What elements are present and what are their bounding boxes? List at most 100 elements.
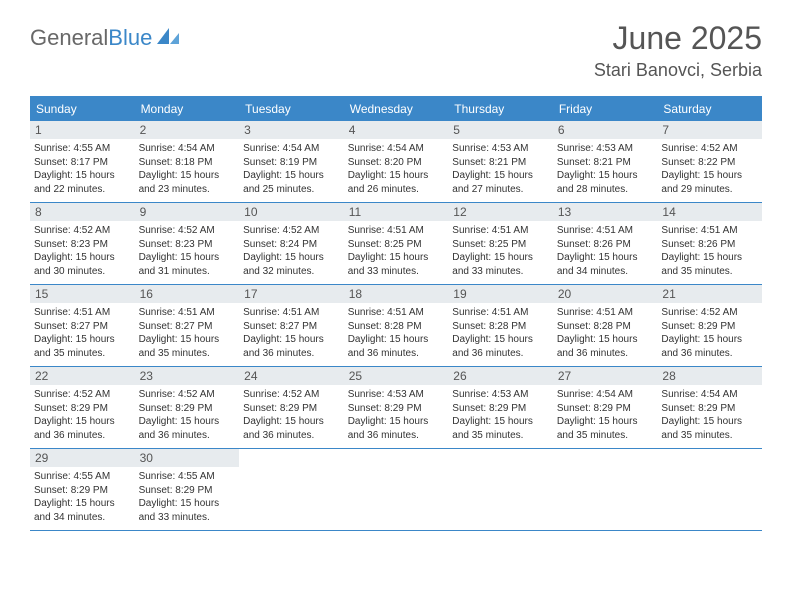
sunset-line: Sunset: 8:19 PM <box>243 156 340 170</box>
sunset-line: Sunset: 8:23 PM <box>139 238 236 252</box>
day-number: 12 <box>448 203 553 221</box>
sunrise-line: Sunrise: 4:51 AM <box>243 306 340 320</box>
daylight-line-1: Daylight: 15 hours <box>452 333 549 347</box>
daylight-line-2: and 23 minutes. <box>139 183 236 197</box>
sunrise-line: Sunrise: 4:54 AM <box>557 388 654 402</box>
calendar-day-cell: 22Sunrise: 4:52 AMSunset: 8:29 PMDayligh… <box>30 367 135 448</box>
calendar-day-cell: 7Sunrise: 4:52 AMSunset: 8:22 PMDaylight… <box>657 121 762 202</box>
daylight-line-1: Daylight: 15 hours <box>348 251 445 265</box>
sunrise-line: Sunrise: 4:51 AM <box>661 224 758 238</box>
sunrise-line: Sunrise: 4:52 AM <box>243 224 340 238</box>
weekday-header: Friday <box>553 98 658 120</box>
sunrise-line: Sunrise: 4:51 AM <box>557 224 654 238</box>
day-number: 26 <box>448 367 553 385</box>
sunrise-line: Sunrise: 4:51 AM <box>34 306 131 320</box>
daylight-line-2: and 36 minutes. <box>348 347 445 361</box>
calendar-week-row: 29Sunrise: 4:55 AMSunset: 8:29 PMDayligh… <box>30 448 762 530</box>
sunset-line: Sunset: 8:28 PM <box>557 320 654 334</box>
calendar-day-cell: 20 Sunrise: 4:51 AMSunset: 8:28 PMDayligh… <box>553 285 658 366</box>
sunset-line: Sunset: 8:18 PM <box>139 156 236 170</box>
sunset-line: Sunset: 8:29 PM <box>243 402 340 416</box>
sunset-line: Sunset: 8:26 PM <box>557 238 654 252</box>
calendar-day-cell <box>657 449 762 530</box>
page-title: June 2025 <box>594 20 762 57</box>
day-number: 24 <box>239 367 344 385</box>
sunset-line: Sunset: 8:29 PM <box>348 402 445 416</box>
day-number: 28 <box>657 367 762 385</box>
daylight-line-1: Daylight: 15 hours <box>557 251 654 265</box>
calendar-day-cell <box>344 449 449 530</box>
calendar-day-cell: 13Sunrise: 4:51 AMSunset: 8:26 PMDayligh… <box>553 203 658 284</box>
sunrise-line: Sunrise: 4:54 AM <box>243 142 340 156</box>
location-subtitle: Stari Banovci, Serbia <box>594 60 762 81</box>
day-number: 10 <box>239 203 344 221</box>
daylight-line-2: and 33 minutes. <box>139 511 236 525</box>
sunrise-line: Sunrise: 4:55 AM <box>34 470 131 484</box>
day-number: 30 <box>135 449 240 467</box>
day-number: 23 <box>135 367 240 385</box>
daylight-line-1: Daylight: 15 hours <box>139 169 236 183</box>
sunset-line: Sunset: 8:21 PM <box>557 156 654 170</box>
weeks-container: 1Sunrise: 4:55 AMSunset: 8:17 PMDaylight… <box>30 120 762 530</box>
sunset-line: Sunset: 8:29 PM <box>139 484 236 498</box>
daylight-line-2: and 36 minutes. <box>139 429 236 443</box>
daylight-line-2: and 35 minutes. <box>557 429 654 443</box>
title-block: June 2025 Stari Banovci, Serbia <box>594 20 762 81</box>
daylight-line-1: Daylight: 15 hours <box>557 415 654 429</box>
daylight-line-2: and 25 minutes. <box>243 183 340 197</box>
daylight-line-2: and 30 minutes. <box>34 265 131 279</box>
daylight-line-1: Daylight: 15 hours <box>348 415 445 429</box>
sunset-line: Sunset: 8:28 PM <box>452 320 549 334</box>
daylight-line-2: and 36 minutes. <box>34 429 131 443</box>
sunrise-line: Sunrise: 4:52 AM <box>139 224 236 238</box>
day-number: 5 <box>448 121 553 139</box>
day-number: 20 <box>553 285 658 303</box>
calendar-day-cell: 4Sunrise: 4:54 AMSunset: 8:20 PMDaylight… <box>344 121 449 202</box>
sunset-line: Sunset: 8:29 PM <box>557 402 654 416</box>
sunset-line: Sunset: 8:29 PM <box>452 402 549 416</box>
calendar-day-cell: 1Sunrise: 4:55 AMSunset: 8:17 PMDaylight… <box>30 121 135 202</box>
sunset-line: Sunset: 8:29 PM <box>661 402 758 416</box>
calendar-day-cell: 6Sunrise: 4:53 AMSunset: 8:21 PMDaylight… <box>553 121 658 202</box>
day-number: 25 <box>344 367 449 385</box>
calendar-day-cell: 10Sunrise: 4:52 AMSunset: 8:24 PMDayligh… <box>239 203 344 284</box>
daylight-line-2: and 26 minutes. <box>348 183 445 197</box>
sunrise-line: Sunrise: 4:53 AM <box>452 142 549 156</box>
logo-text-blue: Blue <box>108 25 152 51</box>
weekday-header: Sunday <box>30 98 135 120</box>
weekday-header: Monday <box>135 98 240 120</box>
sunrise-line: Sunrise: 4:54 AM <box>348 142 445 156</box>
daylight-line-2: and 36 minutes. <box>557 347 654 361</box>
daylight-line-2: and 35 minutes. <box>452 429 549 443</box>
calendar-day-cell: 21Sunrise: 4:52 AMSunset: 8:29 PMDayligh… <box>657 285 762 366</box>
daylight-line-2: and 28 minutes. <box>557 183 654 197</box>
calendar-day-cell: 28Sunrise: 4:54 AMSunset: 8:29 PMDayligh… <box>657 367 762 448</box>
day-number: 6 <box>553 121 658 139</box>
sunrise-line: Sunrise: 4:51 AM <box>139 306 236 320</box>
day-number: 7 <box>657 121 762 139</box>
calendar-table: SundayMondayTuesdayWednesdayThursdayFrid… <box>30 96 762 531</box>
sunrise-line: Sunrise: 4:53 AM <box>557 142 654 156</box>
sunset-line: Sunset: 8:21 PM <box>452 156 549 170</box>
sunrise-line: Sunrise: 4:51 AM <box>452 306 549 320</box>
sunrise-line: Sunrise: 4:51 AM <box>557 306 654 320</box>
day-number: 4 <box>344 121 449 139</box>
sunrise-line: Sunrise: 4:53 AM <box>452 388 549 402</box>
sunrise-line: Sunrise: 4:52 AM <box>34 224 131 238</box>
sunset-line: Sunset: 8:28 PM <box>348 320 445 334</box>
calendar-week-row: 1Sunrise: 4:55 AMSunset: 8:17 PMDaylight… <box>30 120 762 202</box>
sunset-line: Sunset: 8:25 PM <box>452 238 549 252</box>
daylight-line-2: and 27 minutes. <box>452 183 549 197</box>
daylight-line-1: Daylight: 15 hours <box>557 333 654 347</box>
sunrise-line: Sunrise: 4:54 AM <box>661 388 758 402</box>
daylight-line-1: Daylight: 15 hours <box>452 251 549 265</box>
sunset-line: Sunset: 8:27 PM <box>139 320 236 334</box>
day-number: 17 <box>239 285 344 303</box>
daylight-line-2: and 36 minutes. <box>243 429 340 443</box>
daylight-line-2: and 22 minutes. <box>34 183 131 197</box>
daylight-line-2: and 31 minutes. <box>139 265 236 279</box>
daylight-line-2: and 36 minutes. <box>452 347 549 361</box>
calendar-day-cell: 5Sunrise: 4:53 AMSunset: 8:21 PMDaylight… <box>448 121 553 202</box>
daylight-line-1: Daylight: 15 hours <box>452 415 549 429</box>
daylight-line-1: Daylight: 15 hours <box>348 169 445 183</box>
